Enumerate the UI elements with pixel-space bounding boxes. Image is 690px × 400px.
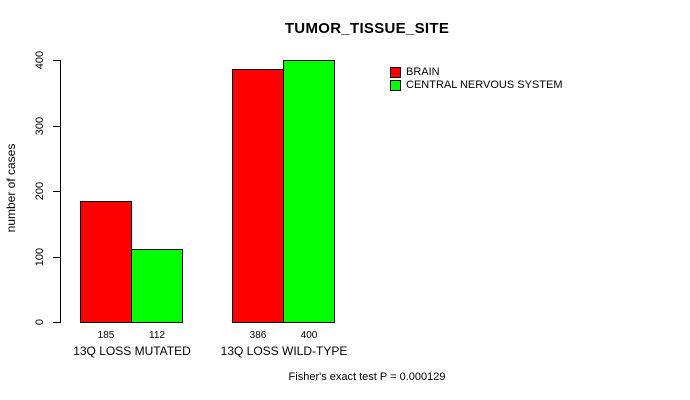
legend-row: BRAIN [390,66,562,79]
y-tick-mark [53,126,60,127]
legend-swatch-icon [390,80,401,91]
bar-value-label: 400 [300,330,318,341]
bar-brain [80,201,132,323]
annotation-text: Fisher's exact test P = 0.000129 [288,371,446,383]
y-tick-mark [53,322,60,323]
bar-brain [232,69,284,323]
bar-value-label: 386 [249,330,267,341]
bar-central-nervous-system [283,60,335,323]
chart-title: TUMOR_TISSUE_SITE [284,20,450,37]
y-tick-label: 0 [34,318,46,326]
legend-label: CENTRAL NERVOUS SYSTEM [406,79,563,91]
y-tick-mark [53,191,60,192]
bar-central-nervous-system [131,249,183,323]
y-tick-label: 300 [34,116,46,136]
legend-label: BRAIN [406,66,440,78]
category-label: 13Q LOSS MUTATED [73,344,191,358]
legend-swatch-icon [390,67,401,78]
y-tick-mark [53,60,60,61]
legend: BRAIN CENTRAL NERVOUS SYSTEM [390,66,562,92]
y-tick-label: 200 [34,181,46,201]
bar-value-label: 112 [149,330,165,341]
y-tick-mark [53,257,60,258]
legend-row: CENTRAL NERVOUS SYSTEM [390,79,562,92]
category-label: 13Q LOSS WILD-TYPE [220,344,348,358]
y-axis-line [60,60,61,323]
bar-value-label: 185 [97,330,115,341]
y-axis-label: number of cases [4,143,18,233]
y-tick-label: 100 [34,247,46,267]
y-tick-label: 400 [34,50,46,70]
